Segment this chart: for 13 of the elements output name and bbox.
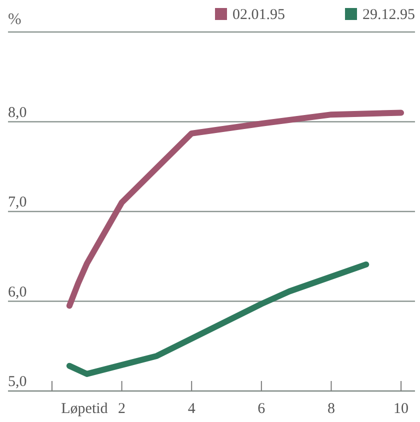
y-axis-title: % (8, 11, 22, 28)
x-tick-label: 2 (118, 401, 126, 417)
y-tick-label: 6,0 (8, 284, 27, 300)
legend-label: 02.01.95 (232, 7, 285, 23)
x-tick-label: 10 (394, 401, 409, 417)
x-tick-label: 6 (258, 401, 266, 417)
x-tick-label: 8 (327, 401, 335, 417)
y-tick-label: 7,0 (8, 194, 27, 210)
y-tick-label: 8,0 (8, 104, 27, 121)
legend-label: 29.12.95 (362, 7, 415, 23)
x-axis-title: Løpetid (61, 401, 108, 417)
x-tick-label: 4 (188, 401, 196, 417)
y-tick-label: 5,0 (8, 374, 27, 390)
